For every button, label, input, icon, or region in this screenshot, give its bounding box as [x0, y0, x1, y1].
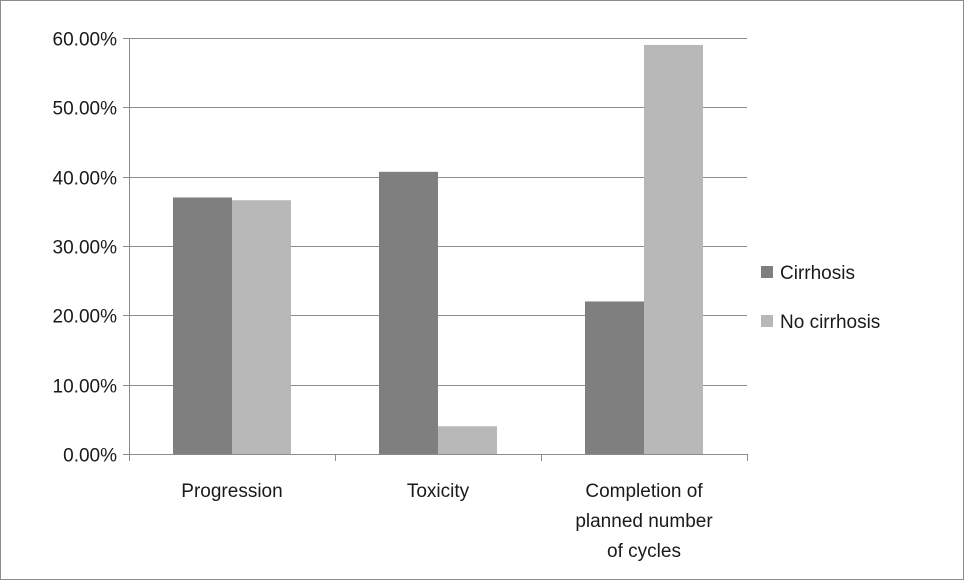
bar-cirrhosis — [379, 171, 438, 454]
y-tick-label: 60.00% — [53, 30, 118, 51]
x-category-label: Toxicity — [407, 481, 470, 502]
y-tick-label: 30.00% — [53, 238, 118, 259]
y-tick-label: 10.00% — [53, 377, 118, 398]
legend-swatch-cirrhosis — [761, 266, 773, 278]
x-category-label: of cycles — [607, 541, 681, 562]
y-tick-label: 20.00% — [53, 307, 118, 328]
x-category-label: Progression — [181, 481, 282, 502]
bar-no-cirrhosis — [438, 426, 497, 454]
legend-label: No cirrhosis — [780, 312, 880, 333]
bar-cirrhosis — [173, 197, 232, 454]
y-tick-label: 50.00% — [53, 99, 118, 120]
bar-no-cirrhosis — [232, 200, 291, 454]
x-category-label: Completion of — [585, 481, 703, 502]
y-tick-label: 0.00% — [63, 446, 117, 467]
legend-label: Cirrhosis — [780, 263, 855, 284]
x-category-label: planned number — [575, 511, 713, 532]
bar-no-cirrhosis — [644, 44, 703, 454]
legend-swatch-no-cirrhosis — [761, 315, 773, 327]
y-tick-label: 40.00% — [53, 169, 118, 190]
bar-cirrhosis — [585, 301, 644, 454]
